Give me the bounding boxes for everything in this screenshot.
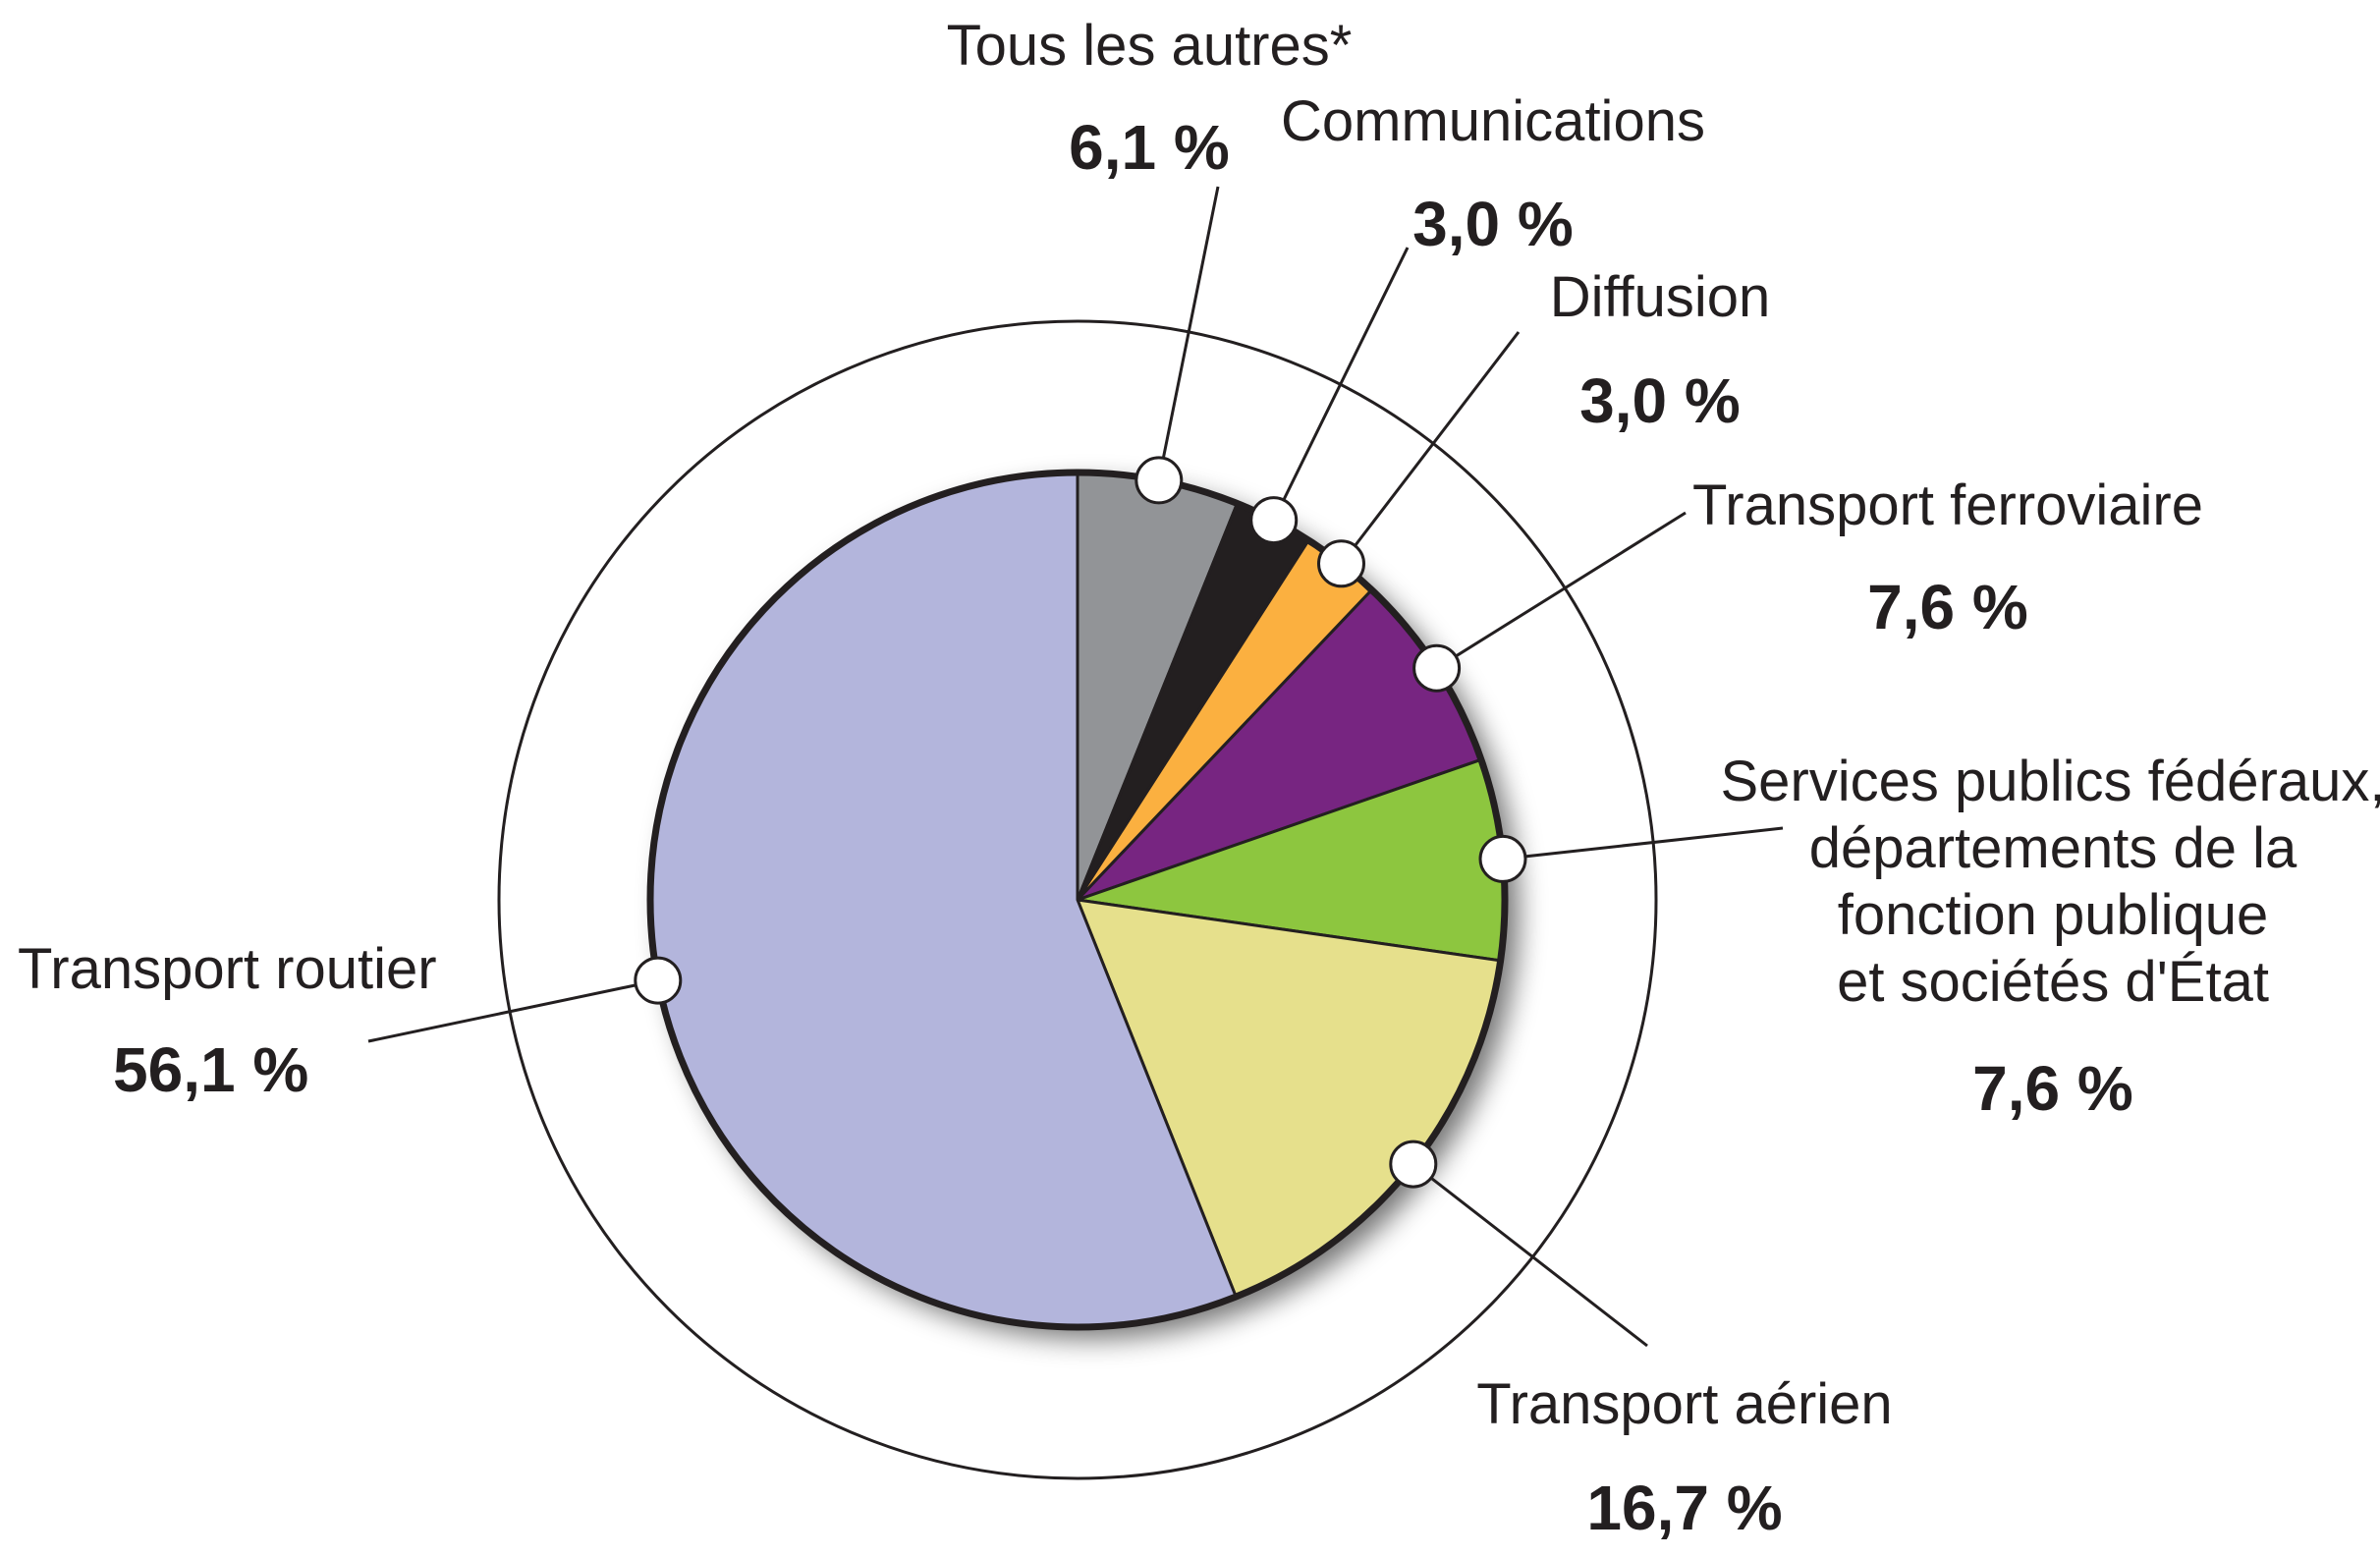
- slice-value-label: 3,0 %: [1412, 189, 1574, 259]
- pie-border: [646, 469, 1509, 1331]
- slice-category-label: Communications: [1281, 89, 1705, 153]
- slice-value-label: 16,7 %: [1586, 1473, 1782, 1543]
- slice-category-label: Transport ferroviaire: [1692, 473, 2203, 537]
- callout-dot: [634, 956, 683, 1005]
- callout-dot: [1249, 496, 1299, 545]
- leader-line: [1340, 331, 1521, 565]
- slice-value-label: 3,0 %: [1579, 365, 1741, 436]
- callout-dot: [1412, 643, 1462, 693]
- slice-value-label: 56,1 %: [113, 1034, 308, 1105]
- slice-category-label: Tous les autres*: [947, 14, 1353, 78]
- leader-line: [1411, 1162, 1648, 1348]
- slice-category-label: Transport routier: [18, 937, 437, 1001]
- callout-dot: [1389, 1140, 1438, 1189]
- slice-value-label: 7,6 %: [1867, 572, 2028, 642]
- outer-ring: [497, 319, 1658, 1480]
- pie-slices: [648, 471, 1507, 1329]
- callout-dot: [1317, 539, 1365, 588]
- leader-lines: [367, 186, 1784, 1348]
- leader-line: [1435, 511, 1687, 670]
- leader-line: [1502, 826, 1784, 861]
- leader-line: [1272, 247, 1410, 522]
- slice-labels: Tous les autres* 6,1 % Communications 3,0 %…: [18, 14, 2380, 1543]
- slice-category-label: Transport aérien: [1476, 1372, 1892, 1436]
- slice-category-label: Diffusion: [1550, 265, 1771, 329]
- leader-line: [367, 978, 659, 1043]
- slice-category-label: Services publics fédéraux, départements d…: [1721, 750, 2380, 1014]
- slice-value-label: 7,6 %: [1972, 1053, 2133, 1124]
- callout-dot: [1135, 456, 1184, 505]
- slice-value-label: 6,1 %: [1069, 112, 1230, 183]
- callout-dot: [1478, 834, 1527, 883]
- leader-line: [1157, 186, 1220, 481]
